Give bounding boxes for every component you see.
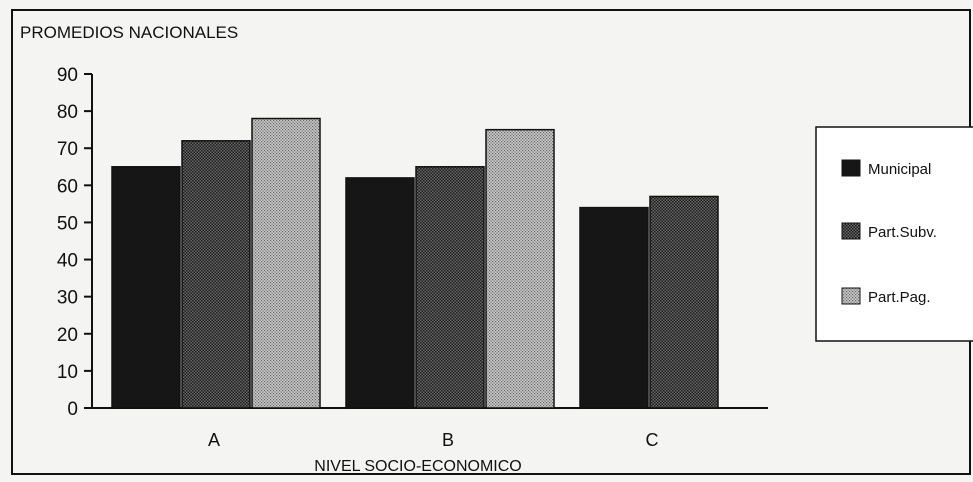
y-tick-label: 40	[57, 251, 78, 272]
bar-a-part-subv-	[181, 140, 251, 409]
y-tick-label: 80	[57, 102, 78, 123]
bar-a-municipal	[111, 166, 181, 409]
x-tick-label: C	[646, 430, 659, 450]
y-tick-label: 30	[57, 288, 78, 309]
bar-a-part-pag-	[251, 117, 321, 409]
bar-b-municipal	[345, 177, 415, 409]
x-axis-label: NIVEL SOCIO-ECONOMICO	[314, 458, 521, 475]
bar-b-part-subv-	[415, 166, 485, 409]
chart-title: PROMEDIOS NACIONALES	[20, 23, 238, 42]
legend: Municipal Part.Subv. Part.Pag.	[815, 126, 973, 342]
legend-swatch	[841, 287, 861, 305]
y-tick-label: 60	[57, 176, 78, 197]
y-tick-label: 0	[67, 399, 78, 420]
y-tick-label: 90	[57, 65, 78, 86]
legend-label: Municipal	[868, 161, 931, 178]
y-tick-label: 10	[57, 362, 78, 383]
bar-b-part-pag-	[485, 128, 555, 409]
legend-swatch	[841, 159, 861, 177]
bar-c-municipal	[579, 206, 649, 409]
legend-label: Part.Subv.	[868, 224, 937, 241]
legend-swatch	[841, 222, 861, 240]
legend-label: Part.Pag.	[868, 289, 931, 306]
x-tick-label: B	[442, 430, 454, 450]
y-tick-label: 70	[57, 139, 78, 160]
bar-c-part-subv-	[649, 195, 719, 409]
x-tick-label: A	[208, 430, 220, 450]
y-tick-label: 50	[57, 213, 78, 234]
y-tick-label: 20	[57, 325, 78, 346]
